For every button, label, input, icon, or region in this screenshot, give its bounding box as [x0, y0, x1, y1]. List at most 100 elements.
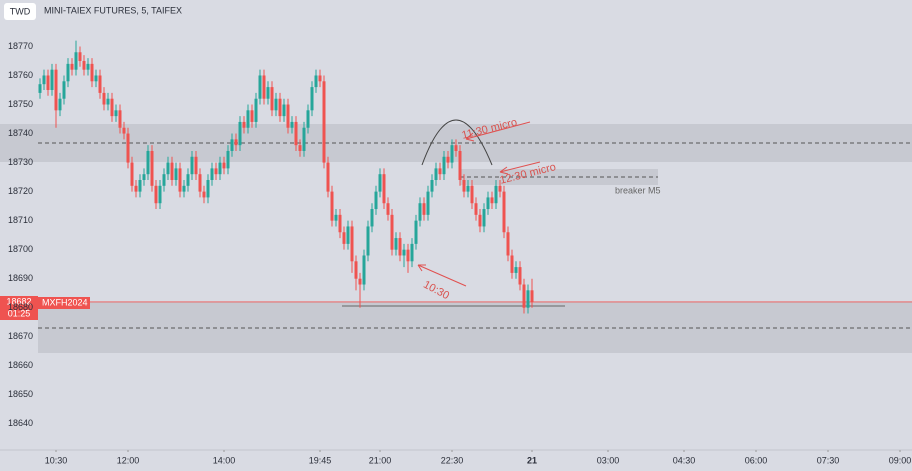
candle-body	[422, 203, 426, 215]
candle-body	[238, 121, 242, 146]
candle-body	[194, 156, 198, 175]
candle-body	[106, 98, 110, 105]
candle-body	[254, 98, 258, 122]
candle-body	[426, 191, 430, 215]
candle-body	[494, 185, 498, 204]
candle-body	[442, 156, 446, 175]
candle-body	[370, 209, 374, 227]
candle-body	[498, 185, 502, 192]
candle-body	[366, 226, 370, 256]
candle-body	[154, 185, 158, 204]
candle-body	[46, 75, 50, 90]
candle-body	[290, 121, 294, 128]
candle-body	[522, 284, 526, 308]
candle-body	[282, 104, 286, 117]
candle-body	[474, 203, 478, 215]
candle-body	[138, 180, 142, 192]
candle-body	[210, 168, 214, 180]
y-tick-label: 18730	[8, 157, 33, 167]
candle-body	[262, 75, 266, 99]
candle-body	[386, 203, 390, 215]
candle-body	[490, 197, 494, 204]
candle-body	[310, 87, 314, 111]
candle-body	[438, 168, 442, 175]
x-tick-label: 03:00	[597, 455, 620, 465]
candle-body	[402, 249, 406, 256]
candle-body	[150, 150, 154, 186]
last-price: 18682	[6, 296, 31, 306]
candle-body	[206, 180, 210, 198]
currency: TWD	[10, 6, 31, 16]
candle-body	[462, 180, 466, 192]
candle-body	[230, 139, 234, 151]
y-tick-label: 18760	[8, 70, 33, 80]
candle-body	[510, 255, 514, 273]
y-tick-label: 18670	[8, 331, 33, 341]
candle-body	[182, 185, 186, 192]
y-tick-label: 18700	[8, 244, 33, 254]
candle-body	[454, 145, 458, 151]
candle-body	[502, 191, 506, 233]
candle-body	[302, 127, 306, 151]
candle-body	[114, 110, 118, 117]
candle-body	[70, 63, 74, 70]
x-tick-label: 09:00	[889, 455, 912, 465]
symbol: MXFH2024	[42, 297, 88, 307]
candle-body	[318, 75, 322, 82]
y-tick-label: 18660	[8, 360, 33, 370]
candle-body	[482, 209, 486, 227]
candle-body	[406, 249, 410, 262]
candle-body	[42, 75, 46, 85]
candle-body	[530, 290, 534, 302]
candle-body	[214, 168, 218, 175]
candle-body	[98, 75, 102, 93]
x-tick-label: 21	[527, 455, 537, 465]
price-box	[0, 296, 38, 320]
candle-body	[398, 238, 402, 256]
candle-body	[450, 145, 454, 163]
candle-body	[110, 98, 114, 117]
arrow	[499, 161, 541, 175]
x-tick-label: 19:45	[309, 455, 332, 465]
candle-body	[258, 75, 262, 99]
candle-body	[342, 232, 346, 244]
countdown: 01:25	[8, 308, 31, 318]
candle-body	[286, 104, 290, 128]
candle-body	[38, 84, 42, 93]
candle-body	[458, 150, 462, 180]
candle-body	[274, 98, 278, 111]
arrow	[465, 121, 531, 142]
x-tick-label: 12:00	[117, 455, 140, 465]
candle-body	[102, 92, 106, 105]
symbol-box	[38, 297, 90, 309]
candle-body	[134, 185, 138, 192]
candle-body	[146, 150, 150, 175]
candle-body	[326, 162, 330, 192]
candle-body	[430, 180, 434, 192]
candle-body	[390, 214, 394, 250]
plot	[0, 40, 912, 452]
candle-body	[410, 243, 414, 262]
y-tick-label: 18770	[8, 41, 33, 51]
x-tick-label: 07:30	[817, 455, 840, 465]
candle-body	[130, 162, 134, 186]
candle-body	[162, 174, 166, 186]
y-tick-label: 18750	[8, 99, 33, 109]
y-tick-label: 18720	[8, 186, 33, 196]
candle-body	[178, 168, 182, 192]
candle-body	[186, 174, 190, 186]
candle-body	[478, 214, 482, 227]
candle-body	[86, 63, 90, 70]
candle-body	[78, 52, 82, 61]
candle-body	[126, 133, 130, 163]
candle-body	[330, 191, 334, 221]
candle-body	[378, 174, 382, 192]
candle-body	[266, 87, 270, 99]
candle-body	[374, 191, 378, 210]
candle-body	[122, 127, 126, 134]
candle-body	[470, 185, 474, 204]
candle-body	[486, 197, 490, 210]
candle-body	[418, 203, 422, 221]
